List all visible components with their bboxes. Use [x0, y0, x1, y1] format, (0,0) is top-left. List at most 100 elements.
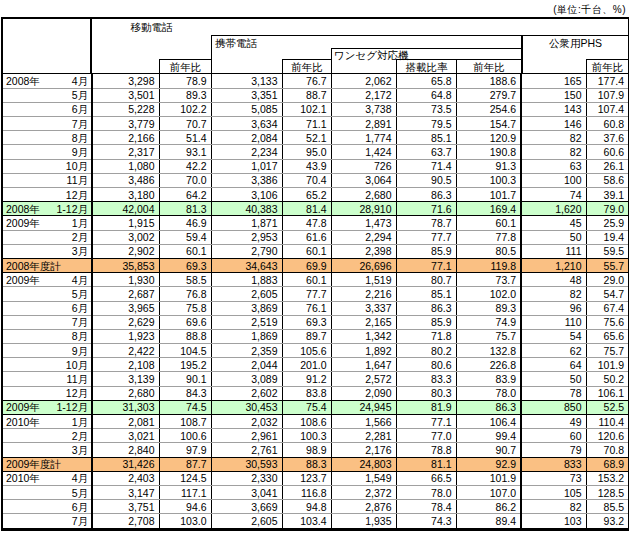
- value-cell: 55.7: [586, 258, 628, 272]
- value-cell: 169.4: [456, 202, 521, 216]
- value-cell: 97.9: [159, 443, 211, 457]
- value-cell: 3,021: [92, 429, 159, 443]
- value-cell: 35,853: [92, 258, 159, 272]
- value-cell: 75.4: [282, 400, 331, 414]
- value-cell: 2,680: [331, 188, 396, 202]
- value-cell: 1,930: [92, 273, 159, 287]
- value-cell: 102.2: [159, 102, 211, 116]
- value-cell: 92.9: [456, 457, 521, 471]
- value-cell: 279.7: [456, 88, 521, 102]
- period-cell: 12月: [3, 188, 92, 202]
- value-cell: 52.5: [586, 400, 628, 414]
- month-label: 4月: [72, 75, 88, 87]
- value-cell: 100.3: [456, 173, 521, 187]
- value-cell: 90.1: [159, 372, 211, 386]
- value-cell: 2,398: [331, 244, 396, 258]
- value-cell: 90.5: [396, 173, 456, 187]
- value-cell: 49: [521, 415, 586, 429]
- value-cell: 3,869: [211, 301, 282, 315]
- value-cell: 76.7: [282, 74, 331, 88]
- month-label: 1-12月: [56, 401, 88, 413]
- value-cell: 54: [521, 329, 586, 343]
- value-cell: 91.3: [456, 159, 521, 173]
- value-cell: 3,064: [331, 173, 396, 187]
- value-cell: 2,108: [92, 358, 159, 372]
- value-cell: 833: [521, 457, 586, 471]
- value-cell: 60.8: [586, 117, 628, 131]
- value-cell: 2,166: [92, 131, 159, 145]
- period-cell: 8月: [3, 329, 92, 343]
- value-cell: 34,643: [211, 258, 282, 272]
- value-cell: 96: [521, 301, 586, 315]
- value-cell: 75.8: [159, 301, 211, 315]
- value-cell: 24,803: [331, 457, 396, 471]
- column-header-yoy-oneseg: 前年比: [456, 59, 521, 74]
- value-cell: 3,351: [211, 88, 282, 102]
- value-cell: 2,891: [331, 117, 396, 131]
- value-cell: 63.7: [396, 145, 456, 159]
- value-cell: 75.7: [456, 329, 521, 343]
- value-cell: 195.2: [159, 358, 211, 372]
- month-label: 7月: [72, 118, 88, 130]
- value-cell: 87.7: [159, 457, 211, 471]
- value-cell: 77.8: [456, 230, 521, 244]
- value-cell: 165: [521, 74, 586, 88]
- month-label: 3月: [72, 444, 88, 456]
- value-cell: 1,871: [211, 216, 282, 230]
- value-cell: 60.6: [586, 145, 628, 159]
- value-cell: 3,738: [331, 102, 396, 116]
- value-cell: 1,892: [331, 344, 396, 358]
- value-cell: 82: [521, 287, 586, 301]
- value-cell: 150: [521, 88, 586, 102]
- value-cell: 2,172: [331, 88, 396, 102]
- value-cell: 1,519: [331, 273, 396, 287]
- value-cell: 3,089: [211, 372, 282, 386]
- value-cell: 177.4: [586, 74, 628, 88]
- value-cell: 30,593: [211, 457, 282, 471]
- value-cell: 108.6: [282, 415, 331, 429]
- value-cell: 103: [521, 514, 586, 528]
- column-header-yoy-mobile: 前年比: [159, 59, 211, 74]
- value-cell: 3,180: [92, 188, 159, 202]
- value-cell: 100.3: [282, 429, 331, 443]
- value-cell: 42,004: [92, 202, 159, 216]
- value-cell: 2,422: [92, 344, 159, 358]
- value-cell: 81.3: [159, 202, 211, 216]
- period-cell: 2010年1月: [3, 415, 92, 429]
- value-cell: 102.0: [456, 287, 521, 301]
- value-cell: 3,337: [331, 301, 396, 315]
- month-label: 8月: [72, 132, 88, 144]
- table-row: 2009年4月1,93058.51,88360.11,51980.773.748…: [3, 273, 628, 287]
- value-cell: 69.3: [159, 258, 211, 272]
- value-cell: 2,084: [211, 131, 282, 145]
- table-row: 6月3,96575.83,86976.13,33786.389.39667.4: [3, 301, 628, 315]
- shipments-table: 移動電話 携帯電話 公衆用PHS ワンセグ対応機 前年比 前年比 搭載比率 前年…: [1, 17, 629, 531]
- table-row: 5月3,147117.13,041116.82,37278.0107.01051…: [3, 485, 628, 499]
- value-cell: 80.3: [396, 386, 456, 400]
- value-cell: 61.6: [282, 230, 331, 244]
- value-cell: 116.8: [282, 485, 331, 499]
- value-cell: 81.9: [396, 400, 456, 414]
- period-cell: 5月: [3, 287, 92, 301]
- value-cell: 100.6: [159, 429, 211, 443]
- value-cell: 154.7: [456, 117, 521, 131]
- value-cell: 69.6: [159, 315, 211, 329]
- month-label: 6月: [72, 103, 88, 115]
- value-cell: 82: [521, 145, 586, 159]
- value-cell: 86.2: [456, 500, 521, 514]
- value-cell: 2,359: [211, 344, 282, 358]
- value-cell: 85.1: [396, 131, 456, 145]
- table-row: 8月2,16651.42,08452.11,77485.1120.98237.6: [3, 131, 628, 145]
- value-cell: 2,032: [211, 415, 282, 429]
- value-cell: 93.2: [586, 514, 628, 528]
- month-label: 2月: [72, 231, 88, 243]
- value-cell: 47.8: [282, 216, 331, 230]
- value-cell: 50.2: [586, 372, 628, 386]
- value-cell: 123.7: [282, 471, 331, 485]
- table-row: 2009年1-12月31,30374.530,45375.424,94581.9…: [3, 400, 628, 414]
- table-row: 8月1,92388.81,86989.71,34271.875.75465.6: [3, 329, 628, 343]
- month-label: 1月: [72, 217, 88, 229]
- table-row: 6月3,75194.63,66994.82,87678.486.28285.5: [3, 500, 628, 514]
- value-cell: 254.6: [456, 102, 521, 116]
- table-row: 2010年4月2,403124.52,330123.71,54966.5101.…: [3, 471, 628, 485]
